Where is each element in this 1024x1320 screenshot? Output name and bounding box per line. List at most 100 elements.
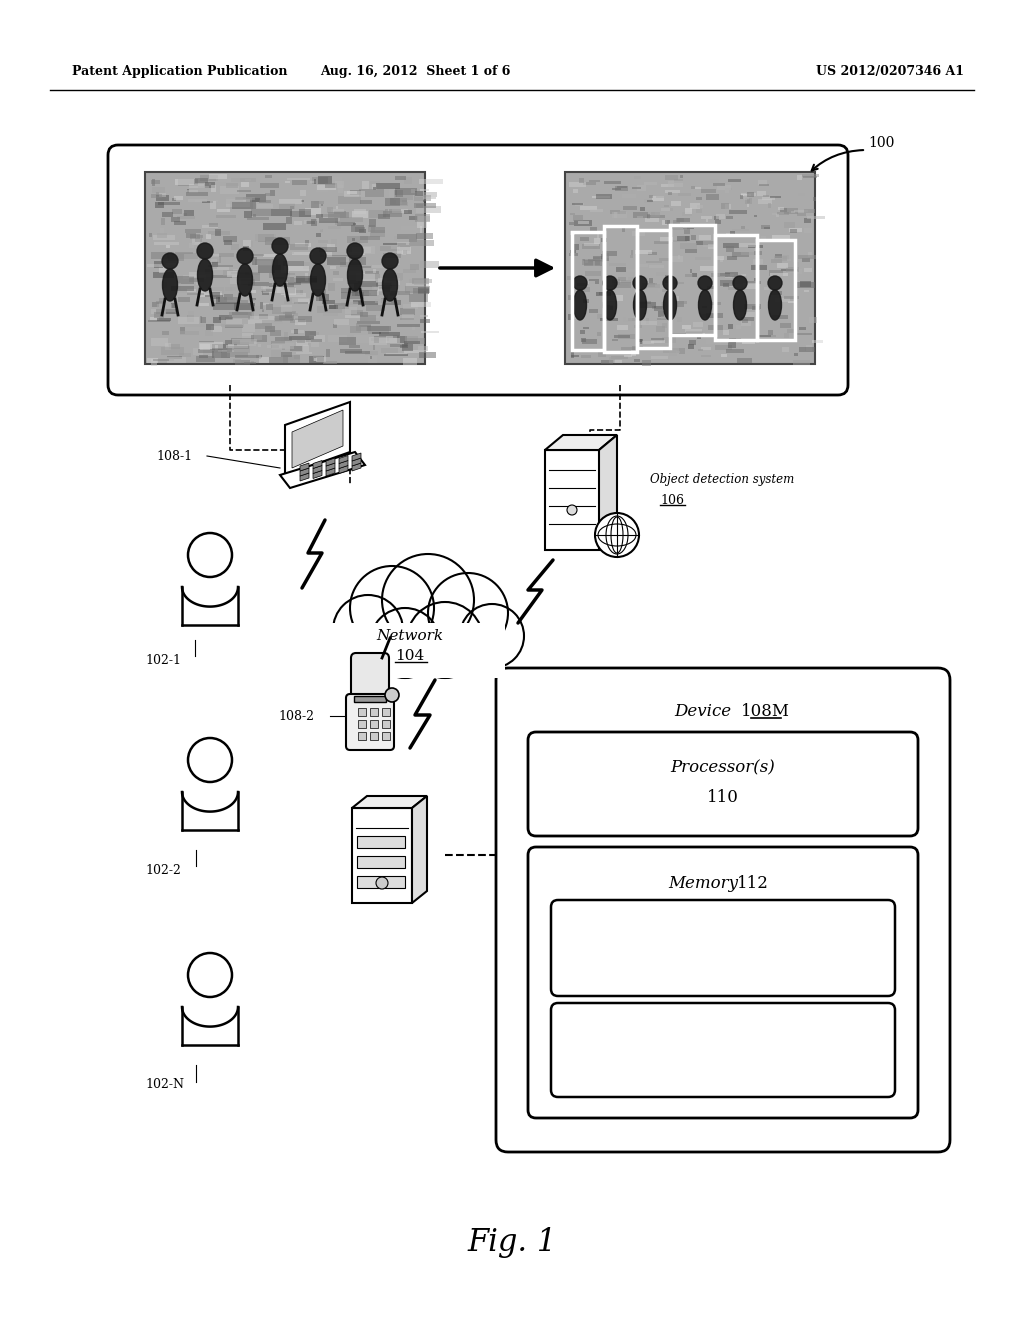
Bar <box>321 214 340 216</box>
Bar <box>354 335 374 343</box>
Bar <box>420 261 439 268</box>
Polygon shape <box>412 796 427 903</box>
Bar <box>175 252 194 255</box>
FancyBboxPatch shape <box>351 653 389 704</box>
Ellipse shape <box>733 290 746 319</box>
Bar <box>581 330 585 334</box>
Bar <box>167 358 174 360</box>
Bar <box>282 288 296 296</box>
Bar <box>615 186 629 191</box>
Bar <box>575 203 584 206</box>
Bar <box>763 194 769 197</box>
Bar <box>226 183 239 189</box>
Bar <box>684 228 689 235</box>
Bar <box>379 338 399 343</box>
Bar <box>350 326 361 333</box>
Bar <box>289 282 301 285</box>
Bar <box>706 313 723 318</box>
Bar <box>690 269 692 273</box>
Bar <box>715 219 721 223</box>
Bar <box>757 191 766 195</box>
Bar <box>161 218 165 226</box>
Bar <box>305 338 313 341</box>
Bar <box>613 213 617 218</box>
Polygon shape <box>326 463 335 471</box>
Bar <box>178 180 198 186</box>
Polygon shape <box>339 461 348 469</box>
Bar <box>282 286 296 293</box>
Bar <box>201 259 217 261</box>
Bar <box>725 272 738 277</box>
Bar <box>237 190 251 193</box>
Bar <box>358 708 366 715</box>
Bar <box>187 312 194 318</box>
Bar <box>349 257 367 265</box>
Bar <box>147 319 170 322</box>
Bar <box>370 181 380 183</box>
Bar <box>291 330 304 334</box>
Bar <box>206 330 213 337</box>
Bar <box>403 343 409 346</box>
Bar <box>737 358 752 363</box>
Bar <box>147 358 158 363</box>
Bar <box>757 240 795 341</box>
Bar <box>708 244 716 249</box>
Bar <box>400 308 415 314</box>
Bar <box>387 277 401 281</box>
Bar <box>663 348 679 352</box>
Bar <box>223 239 232 244</box>
Bar <box>770 273 788 276</box>
Bar <box>384 296 388 302</box>
Bar <box>701 305 707 308</box>
Bar <box>294 355 300 359</box>
Bar <box>316 296 323 301</box>
Bar <box>248 312 254 318</box>
Bar <box>732 338 741 342</box>
Bar <box>313 355 324 360</box>
Polygon shape <box>292 411 343 469</box>
Bar <box>280 315 294 319</box>
Bar <box>714 242 730 247</box>
Bar <box>640 207 645 211</box>
Bar <box>263 255 282 256</box>
Bar <box>574 244 580 249</box>
Bar <box>573 215 583 222</box>
Bar <box>578 220 589 224</box>
Bar <box>308 356 324 363</box>
Text: Network: Network <box>377 630 443 643</box>
Bar <box>271 308 292 313</box>
Bar <box>196 239 201 244</box>
Bar <box>255 322 272 329</box>
Bar <box>372 227 385 232</box>
Bar <box>608 282 618 289</box>
Bar <box>610 302 615 306</box>
Bar <box>623 227 625 232</box>
Bar <box>234 197 255 201</box>
Bar <box>691 334 701 337</box>
Bar <box>354 282 378 290</box>
Bar <box>701 347 711 350</box>
Bar <box>162 199 166 202</box>
Bar <box>397 239 410 244</box>
Bar <box>674 297 679 301</box>
Bar <box>780 323 792 329</box>
Bar <box>373 345 375 350</box>
Bar <box>154 242 178 246</box>
Bar <box>691 186 695 189</box>
Bar <box>708 325 723 330</box>
Bar <box>771 259 782 263</box>
Bar <box>393 335 399 338</box>
Bar <box>255 259 278 265</box>
Polygon shape <box>352 458 361 466</box>
Bar <box>726 216 733 219</box>
Bar <box>397 335 408 343</box>
Bar <box>725 205 731 210</box>
Bar <box>172 198 176 201</box>
Bar <box>202 201 213 203</box>
Bar <box>290 346 302 351</box>
Bar <box>573 220 592 226</box>
Bar <box>188 183 204 187</box>
Bar <box>418 215 430 222</box>
Bar <box>616 325 629 330</box>
Bar <box>208 231 230 235</box>
